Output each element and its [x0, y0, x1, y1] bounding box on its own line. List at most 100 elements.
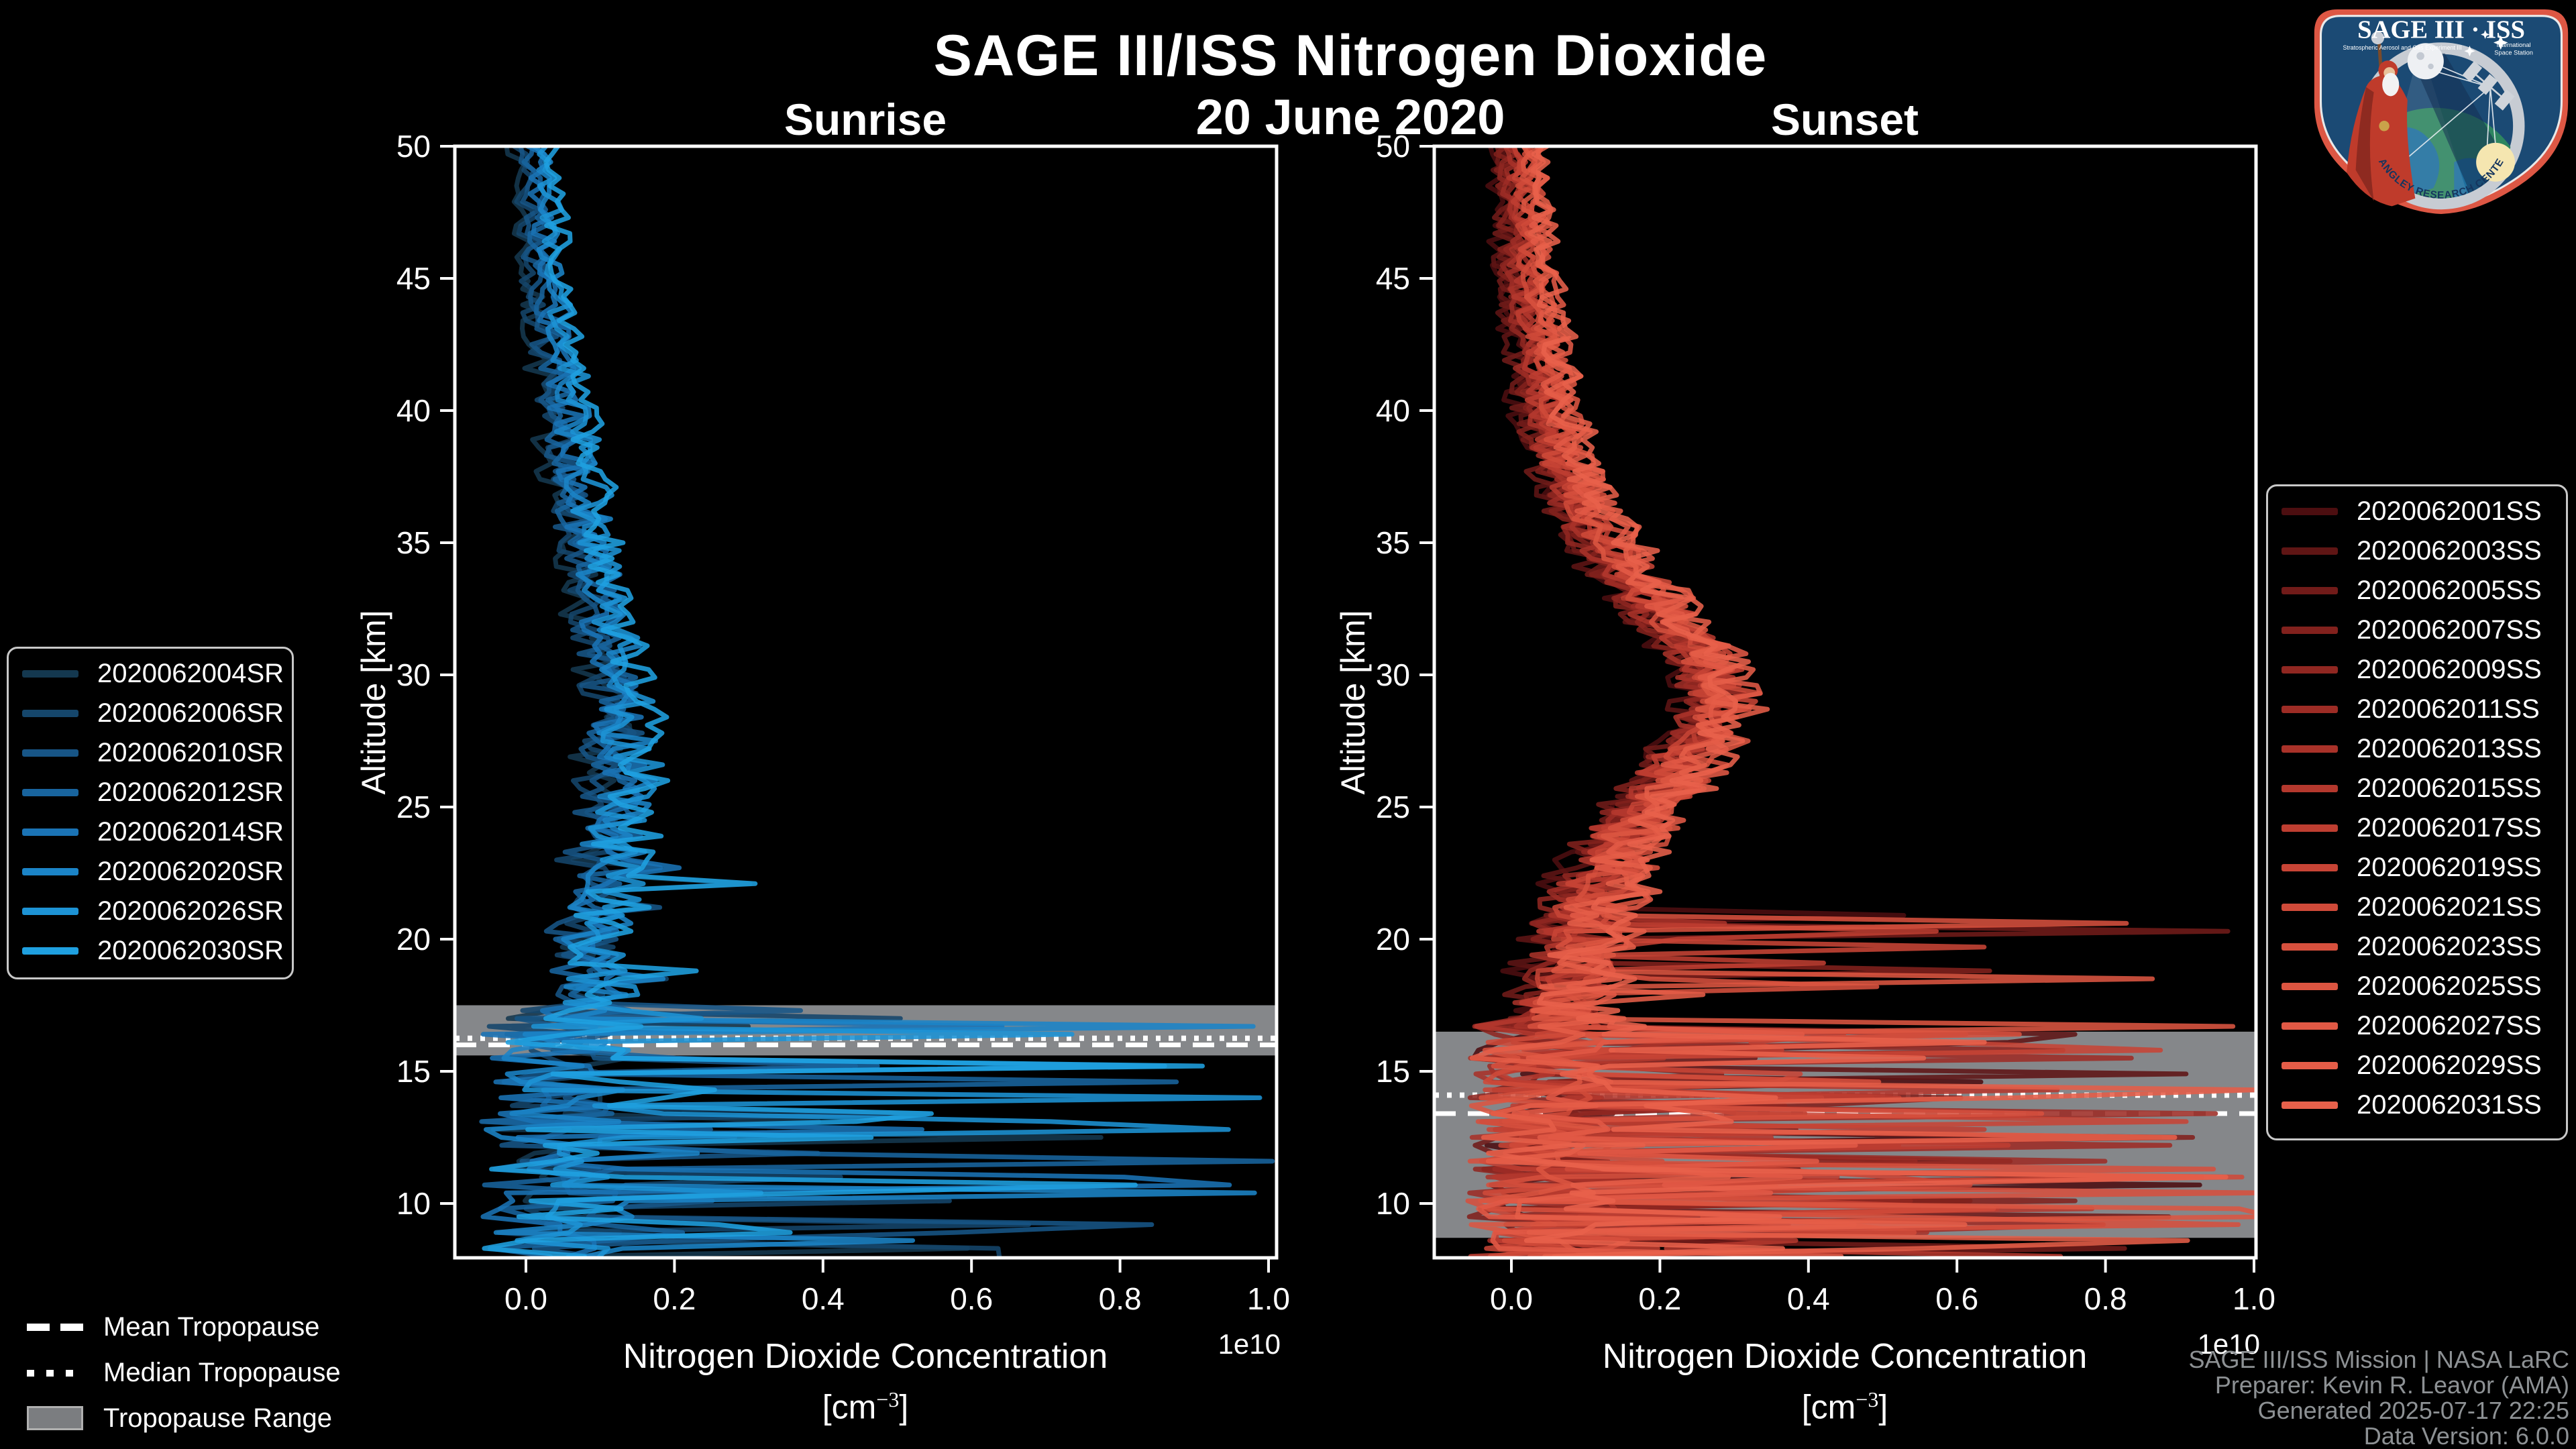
legend-item-label: 2020062012SR: [97, 777, 284, 807]
tropopause-legend-label: Mean Tropopause: [103, 1311, 320, 1342]
legend-line-swatch: [22, 749, 78, 757]
dotted-swatch: [27, 1360, 83, 1385]
legend-item: 2020062005SS: [2282, 571, 2559, 610]
y-tick-label: 15: [396, 1054, 431, 1089]
attribution-mission: SAGE III/ISS Mission | NASA LaRC: [2188, 1346, 2569, 1373]
legend-line-swatch: [22, 908, 78, 915]
legend-item-label: 2020062019SS: [2357, 853, 2542, 882]
axes-frame: [453, 144, 1279, 1260]
sunset-legend: 2020062001SS 2020062003SS 2020062005SS 2020…: [2266, 484, 2568, 1140]
legend-item: 2020062001SS: [2282, 492, 2559, 531]
father-time-figure: [2347, 31, 2416, 207]
x-axis-offset-label: 1e10: [1218, 1328, 1281, 1360]
legend-item: 2020062013SS: [2282, 729, 2559, 769]
x-axis-unit-sunset: [cm−3]: [1801, 1387, 1888, 1426]
legend-item-label: 2020062015SS: [2357, 773, 2542, 803]
legend-item-label: 2020062007SS: [2357, 615, 2542, 645]
legend-item-label: 2020062023SS: [2357, 932, 2542, 961]
legend-line-swatch: [22, 947, 78, 955]
legend-line-swatch: [2282, 864, 2338, 871]
band-swatch: [27, 1406, 83, 1430]
x-tick-label: 0.0: [1490, 1281, 1533, 1316]
x-tick-label: 1.0: [2233, 1281, 2275, 1316]
legend-item-label: 2020062025SS: [2357, 971, 2542, 1001]
legend-item: 2020062006SR: [22, 694, 285, 733]
legend-item: 2020062023SS: [2282, 927, 2559, 967]
y-tick-label: 40: [396, 393, 431, 428]
y-tick-label: 20: [1376, 922, 1410, 957]
x-tick-label: 0.4: [802, 1281, 845, 1316]
legend-item: 2020062026SR: [22, 892, 285, 931]
logo-subtitle-right2: Space Station: [2494, 50, 2533, 56]
legend-item: 2020062019SS: [2282, 848, 2559, 888]
y-tick-label: 25: [396, 790, 431, 824]
moon-crater: [2416, 52, 2424, 60]
legend-line-swatch: [2282, 904, 2338, 911]
x-tick-label: 0.8: [2084, 1281, 2127, 1316]
tropopause-legend-item: Tropopause Range: [27, 1401, 341, 1436]
y-axis-label-sunset: Altitude [km]: [1334, 610, 1372, 795]
attribution: SAGE III/ISS Mission | NASA LaRC Prepare…: [2188, 1347, 2569, 1449]
legend-item: 2020062029SS: [2282, 1046, 2559, 1085]
legend-line-swatch: [22, 828, 78, 836]
legend-line-swatch: [2282, 824, 2338, 832]
legend-line-swatch: [2282, 666, 2338, 674]
axes-frame: [1432, 144, 2258, 1260]
sun-icon: [2476, 142, 2516, 182]
tropopause-legend-label: Tropopause Range: [103, 1403, 332, 1433]
x-tick-label: 0.2: [1638, 1281, 1681, 1316]
legend-item: 2020062009SS: [2282, 650, 2559, 690]
legend-item-label: 2020062029SS: [2357, 1051, 2542, 1080]
x-tick-label: 0.6: [1935, 1281, 1978, 1316]
x-tick-label: 0.4: [1787, 1281, 1830, 1316]
legend-line-swatch: [22, 670, 78, 678]
legend-line-swatch: [2282, 1022, 2338, 1030]
profile-2020062031SS: [1486, 146, 2229, 1258]
legend-item-label: 2020062003SS: [2357, 536, 2542, 566]
sunrise-plot-area: [455, 146, 1277, 1258]
y-tick-label: 45: [1376, 261, 1410, 296]
x-axis-unit-sunrise: [cm−3]: [822, 1387, 909, 1426]
legend-line-swatch: [2282, 983, 2338, 990]
star-icon: [2464, 30, 2508, 57]
legend-line-swatch: [2282, 706, 2338, 713]
y-tick-label: 25: [1376, 790, 1410, 824]
y-tick-label: 35: [1376, 525, 1410, 560]
logo-subtitle-left: Stratospheric Aerosol and Gas Experiment…: [2343, 44, 2461, 51]
iss-icon: [2462, 61, 2515, 111]
y-tick-label: 45: [396, 261, 431, 296]
legend-item-label: 2020062004SR: [97, 659, 284, 688]
legend-line-swatch: [2282, 943, 2338, 951]
legend-item: 2020062004SR: [22, 654, 285, 694]
y-tick-label: 50: [1376, 129, 1410, 164]
y-tick-label: 40: [1376, 393, 1410, 428]
panel-title-sunset: Sunset: [1770, 95, 1919, 144]
x-axis-label-sunrise: Nitrogen Dioxide Concentration: [623, 1337, 1108, 1376]
legend-line-swatch: [2282, 587, 2338, 594]
legend-item-label: 2020062021SS: [2357, 892, 2542, 922]
x-tick-label: 0.0: [504, 1281, 547, 1316]
legend-line-swatch: [22, 710, 78, 717]
logo-title: SAGE III · ISS: [2357, 15, 2525, 44]
legend-line-swatch: [2282, 1062, 2338, 1069]
y-tick-label: 30: [1376, 657, 1410, 692]
tropopause-legend-item: Median Tropopause: [27, 1355, 341, 1390]
legend-line-swatch: [2282, 547, 2338, 555]
legend-item-label: 2020062031SS: [2357, 1090, 2542, 1120]
logo-subtitle-right1: International: [2497, 42, 2531, 48]
legend-item: 2020062007SS: [2282, 610, 2559, 650]
legend-line-swatch: [2282, 745, 2338, 753]
y-tick-label: 30: [396, 657, 431, 692]
panel-title-sunrise: Sunrise: [784, 95, 947, 144]
legend-line-swatch: [2282, 1102, 2338, 1109]
legend-item-label: 2020062020SR: [97, 857, 284, 886]
x-tick-label: 1.0: [1247, 1281, 1290, 1316]
x-tick-label: 0.6: [950, 1281, 993, 1316]
y-tick-label: 15: [1376, 1054, 1410, 1089]
attribution-generated: Generated 2025-07-17 22:25: [2257, 1397, 2569, 1424]
sunset-plot-area: [1434, 146, 2256, 1258]
x-axis-label-sunset: Nitrogen Dioxide Concentration: [1602, 1337, 2088, 1376]
sunrise-legend: 2020062004SR 2020062006SR 2020062010SR 2020…: [7, 647, 294, 979]
